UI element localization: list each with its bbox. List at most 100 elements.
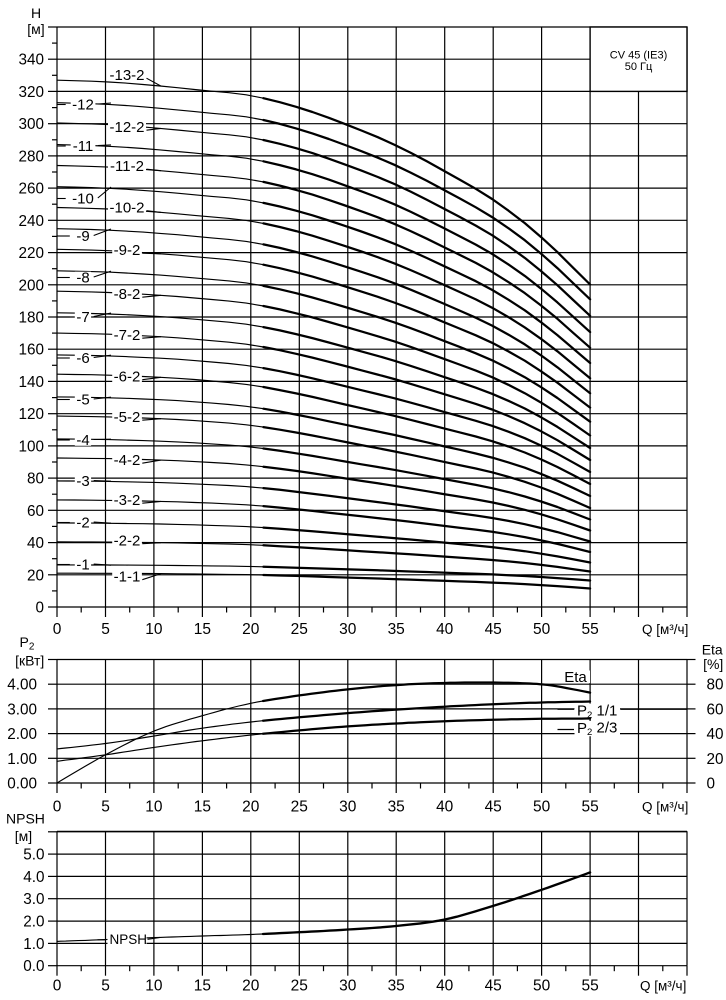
svg-text:160: 160 <box>18 342 44 359</box>
svg-text:-13-2: -13-2 <box>109 67 144 84</box>
svg-text:-5-2: -5-2 <box>114 409 141 426</box>
svg-text:[%]: [%] <box>703 656 723 672</box>
svg-text:120: 120 <box>18 406 44 423</box>
svg-text:0.00: 0.00 <box>7 776 37 793</box>
svg-text:30: 30 <box>339 799 357 816</box>
svg-text:35: 35 <box>388 977 405 994</box>
svg-text:5: 5 <box>101 799 110 816</box>
svg-text:P2 1/1: P2 1/1 <box>577 702 617 721</box>
svg-text:2.0: 2.0 <box>23 914 44 931</box>
svg-text:50: 50 <box>533 621 551 638</box>
svg-text:10: 10 <box>145 977 163 994</box>
svg-text:200: 200 <box>18 277 44 294</box>
svg-text:-12-2: -12-2 <box>109 119 144 136</box>
svg-text:15: 15 <box>194 799 211 816</box>
svg-text:5: 5 <box>101 621 110 638</box>
svg-text:NPSH: NPSH <box>6 811 45 827</box>
svg-text:3.0: 3.0 <box>23 891 44 908</box>
svg-text:[кВт]: [кВт] <box>15 652 44 668</box>
svg-text:-9: -9 <box>76 228 89 245</box>
svg-text:-11: -11 <box>73 138 94 155</box>
svg-text:30: 30 <box>339 621 357 638</box>
svg-text:Q [м³/ч]: Q [м³/ч] <box>642 800 688 815</box>
svg-text:240: 240 <box>18 213 44 230</box>
svg-text:60: 60 <box>707 701 724 718</box>
svg-text:25: 25 <box>291 621 308 638</box>
svg-text:20: 20 <box>242 977 260 994</box>
svg-text:Q [м³/ч]: Q [м³/ч] <box>640 978 686 993</box>
svg-text:-1: -1 <box>76 557 89 574</box>
svg-text:-6: -6 <box>76 350 89 367</box>
svg-text:H: H <box>31 5 41 21</box>
svg-text:-7: -7 <box>76 309 89 326</box>
svg-text:-10: -10 <box>72 191 94 208</box>
svg-text:15: 15 <box>194 621 211 638</box>
svg-text:5: 5 <box>101 977 110 994</box>
svg-text:45: 45 <box>485 621 502 638</box>
svg-text:-9-2: -9-2 <box>114 242 141 259</box>
svg-text:5.0: 5.0 <box>23 847 44 864</box>
svg-text:-12: -12 <box>72 97 94 114</box>
svg-text:-2: -2 <box>76 515 89 532</box>
svg-text:Eta: Eta <box>702 641 723 657</box>
svg-text:-8-2: -8-2 <box>114 286 141 303</box>
svg-text:-2-2: -2-2 <box>114 533 141 550</box>
svg-text:20: 20 <box>242 621 260 638</box>
svg-text:[м]: [м] <box>27 21 44 37</box>
svg-text:-4: -4 <box>76 432 89 449</box>
svg-text:4.00: 4.00 <box>7 677 37 694</box>
svg-text:25: 25 <box>291 799 308 816</box>
svg-text:2.00: 2.00 <box>7 726 37 743</box>
svg-text:CV 45 (IE3): CV 45 (IE3) <box>610 49 667 61</box>
svg-text:80: 80 <box>27 471 44 488</box>
svg-text:55: 55 <box>581 621 598 638</box>
svg-text:0.0: 0.0 <box>23 958 44 975</box>
svg-text:3.00: 3.00 <box>7 701 37 718</box>
svg-text:40: 40 <box>436 621 454 638</box>
svg-text:260: 260 <box>18 181 44 198</box>
svg-text:140: 140 <box>18 374 44 391</box>
svg-text:10: 10 <box>145 799 163 816</box>
svg-text:-3: -3 <box>76 473 89 490</box>
svg-text:280: 280 <box>18 148 44 165</box>
svg-text:NPSH: NPSH <box>110 932 148 947</box>
svg-text:-4-2: -4-2 <box>114 452 141 469</box>
svg-text:50: 50 <box>533 799 551 816</box>
svg-text:40: 40 <box>436 799 454 816</box>
svg-text:20: 20 <box>242 799 260 816</box>
svg-text:320: 320 <box>18 84 44 101</box>
svg-text:40: 40 <box>436 977 454 994</box>
svg-text:-7-2: -7-2 <box>114 327 141 344</box>
svg-text:100: 100 <box>18 438 44 455</box>
svg-text:[м]: [м] <box>15 828 32 844</box>
svg-text:60: 60 <box>27 503 44 520</box>
svg-text:55: 55 <box>581 977 598 994</box>
svg-text:-1-1: -1-1 <box>114 569 141 586</box>
svg-text:50: 50 <box>533 977 551 994</box>
svg-text:80: 80 <box>707 677 724 694</box>
svg-text:1.0: 1.0 <box>23 936 44 953</box>
svg-text:35: 35 <box>388 621 405 638</box>
svg-text:40: 40 <box>707 726 724 743</box>
svg-text:Q [м³/ч]: Q [м³/ч] <box>642 622 688 637</box>
svg-text:50 Гц: 50 Гц <box>625 61 653 73</box>
svg-text:P2 2/3: P2 2/3 <box>577 720 617 739</box>
svg-text:-10-2: -10-2 <box>109 200 144 217</box>
svg-text:20: 20 <box>27 567 44 584</box>
svg-text:55: 55 <box>581 799 598 816</box>
svg-text:20: 20 <box>707 751 724 768</box>
svg-text:0: 0 <box>707 776 716 793</box>
svg-text:220: 220 <box>18 245 44 262</box>
svg-text:-11-2: -11-2 <box>110 158 144 175</box>
svg-text:0: 0 <box>35 600 44 617</box>
svg-text:180: 180 <box>18 310 44 327</box>
svg-text:-8: -8 <box>76 270 89 287</box>
svg-text:10: 10 <box>145 621 163 638</box>
svg-text:Eta: Eta <box>564 669 587 686</box>
svg-text:0: 0 <box>53 799 62 816</box>
svg-text:30: 30 <box>339 977 357 994</box>
svg-text:35: 35 <box>388 799 405 816</box>
svg-text:0: 0 <box>53 977 62 994</box>
svg-text:1.00: 1.00 <box>7 751 37 768</box>
svg-text:-6-2: -6-2 <box>114 369 141 386</box>
